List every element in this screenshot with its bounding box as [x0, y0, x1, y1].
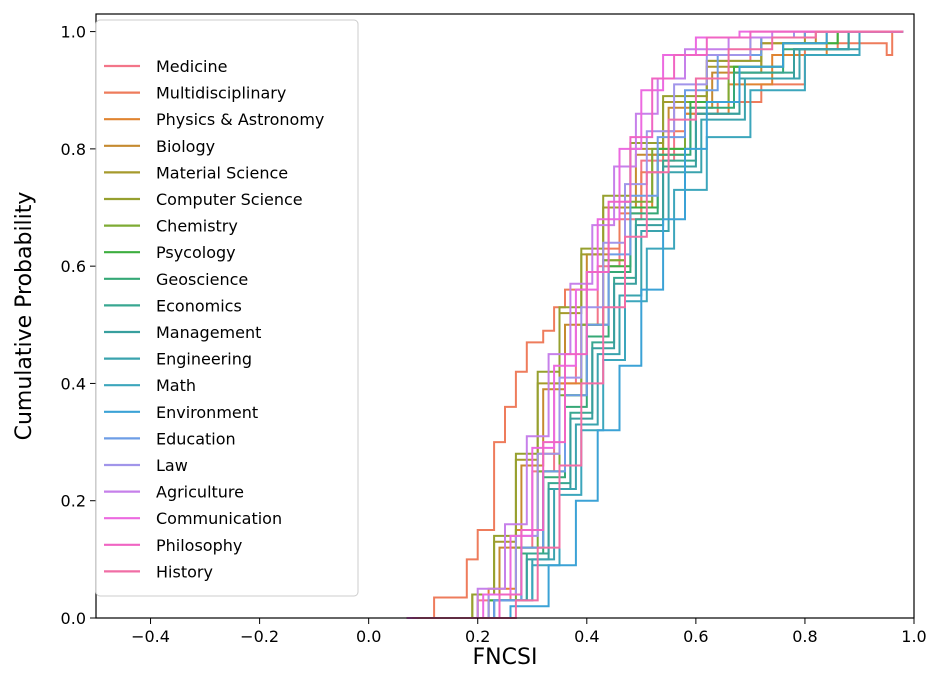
legend: Medicine Multidisciplinary Physics & Astro… — [95, 19, 359, 597]
x-axis-label: FNCSI — [473, 645, 538, 670]
x-tick-label: 0.4 — [574, 627, 599, 646]
legend-items: Medicine Multidisciplinary Physics & Astro… — [104, 57, 324, 581]
legend-item: Communication — [104, 509, 282, 528]
legend-label: Law — [156, 456, 188, 475]
x-tick-label: 1.0 — [901, 627, 926, 646]
x-tick-label: 0.0 — [356, 627, 381, 646]
legend-label: Physics & Astronomy — [156, 110, 324, 129]
x-axis: −0.4 −0.2 0.0 0.2 0.4 0.6 0.8 1.0 — [131, 618, 927, 646]
legend-label: Biology — [156, 137, 215, 156]
legend-item: Multidisciplinary — [104, 84, 286, 103]
legend-item: Law — [104, 456, 188, 475]
legend-item: Material Science — [104, 163, 288, 182]
legend-item: Computer Science — [104, 190, 303, 209]
y-tick-label: 0.6 — [61, 257, 86, 276]
legend-label: Environment — [156, 403, 258, 422]
x-tick-label: 0.6 — [683, 627, 708, 646]
legend-label: Chemistry — [156, 217, 238, 236]
y-tick-label: 0.2 — [61, 492, 86, 511]
x-tick-label: 0.2 — [465, 627, 490, 646]
y-tick-label: 1.0 — [61, 23, 86, 42]
legend-item: Medicine — [104, 57, 227, 76]
legend-label: Agriculture — [156, 483, 244, 502]
legend-label: Geoscience — [156, 270, 248, 289]
legend-item: Management — [104, 323, 261, 342]
series-layer — [406, 30, 904, 619]
legend-item: Education — [104, 429, 236, 448]
legend-item: Environment — [104, 403, 258, 422]
series-line-philosophy — [412, 30, 904, 619]
y-axis-label: Cumulative Probability — [12, 192, 37, 441]
legend-item: Math — [104, 376, 196, 395]
legend-label: History — [156, 562, 213, 581]
legend-label: Math — [156, 376, 196, 395]
series-line-agriculture — [406, 30, 904, 619]
legend-label: Economics — [156, 296, 242, 315]
y-tick-label: 0.8 — [61, 140, 86, 159]
legend-item: Geoscience — [104, 270, 248, 289]
y-axis: 0.0 0.2 0.4 0.6 0.8 1.0 — [61, 23, 96, 628]
legend-item: Agriculture — [104, 483, 244, 502]
y-tick-label: 0.0 — [61, 609, 86, 628]
series-line-engineering — [412, 30, 904, 619]
y-tick-label: 0.4 — [61, 374, 86, 393]
legend-label: Philosophy — [156, 536, 242, 555]
series-line-education — [412, 30, 904, 619]
legend-label: Multidisciplinary — [156, 84, 286, 103]
series-line-environment — [417, 30, 904, 619]
x-tick-label: −0.2 — [240, 627, 279, 646]
x-tick-label: −0.4 — [131, 627, 170, 646]
legend-label: Education — [156, 429, 236, 448]
legend-label: Engineering — [156, 350, 252, 369]
x-tick-label: 0.8 — [792, 627, 817, 646]
legend-label: Management — [156, 323, 261, 342]
legend-item: Psycology — [104, 243, 236, 262]
legend-label: Computer Science — [156, 190, 303, 209]
legend-item: Engineering — [104, 350, 252, 369]
series-line-history — [417, 30, 904, 619]
legend-item: Economics — [104, 296, 242, 315]
legend-item: History — [104, 562, 213, 581]
series-line-communication — [406, 30, 904, 619]
legend-item: Biology — [104, 137, 215, 156]
legend-label: Medicine — [156, 57, 227, 76]
legend-label: Material Science — [156, 163, 288, 182]
legend-box — [95, 19, 359, 597]
legend-item: Philosophy — [104, 536, 242, 555]
legend-item: Chemistry — [104, 217, 238, 236]
legend-label: Communication — [156, 509, 282, 528]
legend-item: Physics & Astronomy — [104, 110, 324, 129]
legend-label: Psycology — [156, 243, 236, 262]
